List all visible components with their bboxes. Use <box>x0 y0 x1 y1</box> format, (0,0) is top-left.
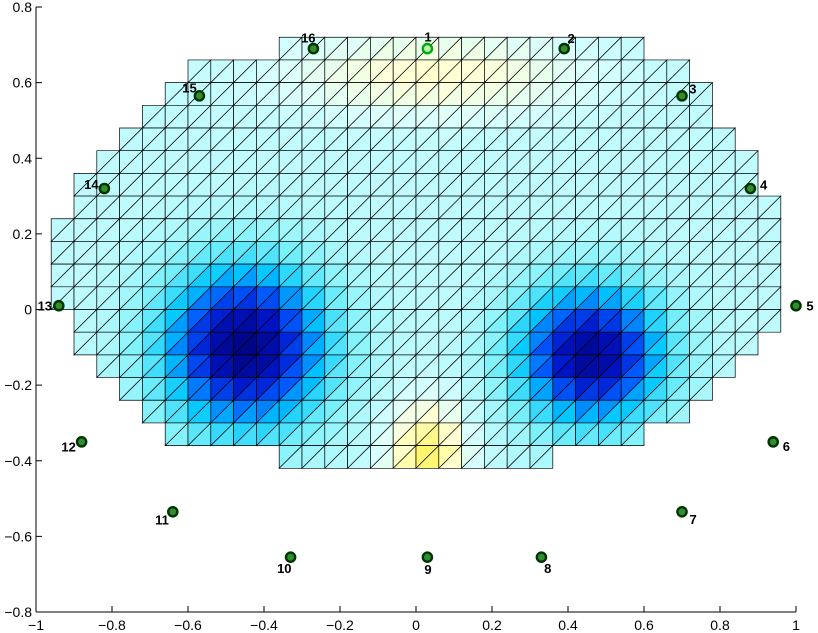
electrode-marker <box>558 42 571 55</box>
electrode-marker <box>676 90 688 102</box>
electrode-label: 15 <box>182 80 196 95</box>
x-tick-label: −0.8 <box>98 617 126 633</box>
electrode-label: 9 <box>424 562 431 577</box>
electrode-marker <box>284 551 297 563</box>
electrode-marker <box>421 551 434 563</box>
electrode-label: 13 <box>38 299 52 314</box>
electrode-marker <box>166 505 179 518</box>
electrode-label: 10 <box>277 561 291 576</box>
electrode-label: 16 <box>301 30 315 45</box>
y-tick-label: 0.2 <box>13 226 33 242</box>
electrode-label: 11 <box>155 512 169 527</box>
electrode-marker <box>98 182 111 195</box>
x-tick-label: 0.4 <box>558 617 578 633</box>
x-tick-label: 1 <box>792 617 800 633</box>
y-ticks: −0.8 −0.6 −0.4 −0.2 0 0.2 0.4 0.6 0.8 <box>4 0 42 620</box>
mesh-triangle <box>734 331 759 356</box>
electrode-marker <box>75 436 88 448</box>
electrode-label: 7 <box>690 512 697 527</box>
y-tick-label: −0.8 <box>4 604 32 620</box>
electrode-marker <box>676 505 688 518</box>
electrode-label: 6 <box>783 439 790 454</box>
mesh-triangle <box>665 399 690 424</box>
electrode-label: 14 <box>84 177 99 192</box>
electrode-label: 3 <box>689 81 696 96</box>
y-tick-label: −0.6 <box>4 528 32 544</box>
mesh-triangle <box>688 376 713 401</box>
electrode-marker <box>744 182 757 195</box>
y-tick-label: −0.2 <box>4 377 32 393</box>
y-tick-label: −0.4 <box>4 453 32 469</box>
y-tick-label: 0.6 <box>13 75 33 91</box>
electrode-marker <box>790 299 802 312</box>
electrode-label: 12 <box>61 439 75 454</box>
x-tick-label: 0 <box>412 617 420 633</box>
electrode-label: 1 <box>424 30 431 45</box>
electrode-marker <box>307 42 320 55</box>
x-tick-label: 0.8 <box>710 617 730 633</box>
electrode-label: 2 <box>567 31 574 46</box>
electrode-label: 4 <box>760 177 768 192</box>
mesh-cells <box>50 36 782 470</box>
x-tick-label: 0.2 <box>482 617 502 633</box>
y-tick-label: 0.8 <box>13 0 33 15</box>
x-tick-label: −0.4 <box>250 617 278 633</box>
x-tick-label: −0.2 <box>326 617 354 633</box>
x-ticks: −1 −0.8 −0.6 −0.4 −0.2 0 0.2 0.4 0.6 0.8 1 <box>28 606 800 633</box>
electrode-label: 5 <box>806 299 813 314</box>
x-tick-label: −1 <box>28 617 44 633</box>
mesh-triangle <box>620 422 645 446</box>
electrode-label: 8 <box>544 561 551 576</box>
electrode-marker <box>193 90 206 102</box>
electrode-marker <box>421 42 434 55</box>
mesh-triangle <box>757 308 782 333</box>
electrode-marker <box>53 299 65 312</box>
electrode-marker <box>767 436 780 448</box>
y-tick-label: 0 <box>24 302 32 318</box>
mesh-triangle <box>529 444 554 469</box>
x-tick-label: 0.6 <box>634 617 654 633</box>
x-tick-label: −0.6 <box>174 617 202 633</box>
mesh-triangle <box>711 354 736 378</box>
y-tick-label: 0.4 <box>13 150 33 166</box>
electrode-marker <box>535 551 548 563</box>
